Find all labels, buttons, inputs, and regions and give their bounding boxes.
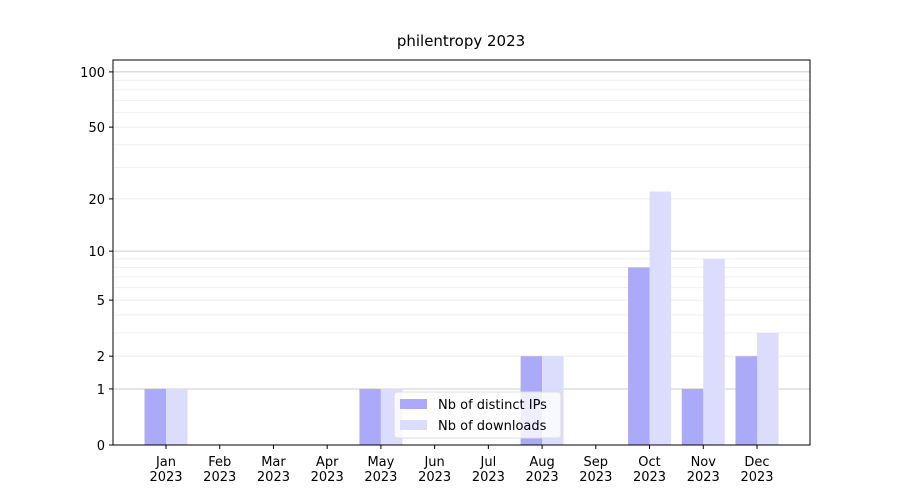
y-tick-label: 10 (88, 245, 105, 260)
x-tick-label: Jan 2023 (149, 455, 182, 485)
bar (703, 258, 725, 445)
legend-label: Nb of distinct IPs (438, 398, 547, 413)
bar (649, 191, 672, 445)
y-tick-label: 1 (97, 383, 105, 398)
x-tick-label: Dec 2023 (740, 455, 773, 485)
y-tick-label: 0 (97, 439, 105, 454)
bar (144, 388, 166, 445)
y-tick-label: 100 (80, 66, 105, 81)
x-tick-label: Nov 2023 (687, 455, 720, 485)
x-tick-label: Aug 2023 (526, 455, 559, 485)
x-tick-label: Mar 2023 (257, 455, 290, 485)
plot-frame (112, 59, 811, 446)
x-tick-label: Jul 2023 (472, 455, 505, 485)
y-tick-label: 20 (88, 193, 105, 208)
x-tick-label: Sep 2023 (579, 455, 612, 485)
bar (628, 267, 650, 445)
bar (757, 332, 779, 445)
legend: Nb of distinct IPs Nb of downloads (393, 391, 562, 439)
x-tick-label: Jun 2023 (418, 455, 451, 485)
x-tick-label: May 2023 (364, 455, 397, 485)
bar (735, 356, 757, 445)
x-tick-label: Oct 2023 (633, 455, 666, 485)
x-tick-label: Apr 2023 (311, 455, 344, 485)
legend-label: Nb of downloads (438, 419, 547, 434)
y-tick-label: 50 (88, 121, 105, 136)
y-tick-label: 2 (97, 350, 105, 365)
chart-title: philentropy 2023 (397, 32, 525, 50)
legend-swatch (400, 399, 427, 409)
bar (681, 388, 704, 445)
legend-swatch (400, 420, 427, 430)
bar (359, 388, 381, 445)
bar (166, 388, 188, 445)
x-tick-label: Feb 2023 (203, 455, 236, 485)
y-tick-label: 5 (97, 294, 105, 309)
legend-box (393, 391, 562, 439)
